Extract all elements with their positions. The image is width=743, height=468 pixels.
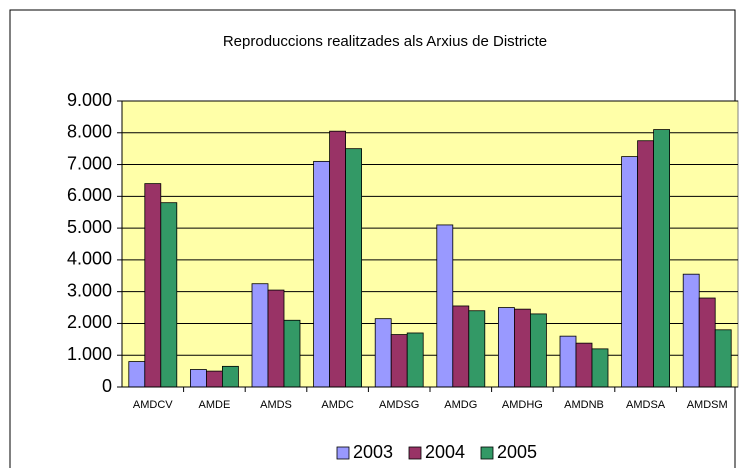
y-tick-label: 8.000: [67, 122, 112, 142]
bar: [559, 335, 577, 388]
x-tick-label: AMDCV: [133, 399, 173, 411]
bar: [329, 130, 347, 388]
bar: [390, 334, 408, 388]
y-tick-label: 7.000: [67, 153, 112, 173]
bar: [144, 183, 162, 388]
legend-label: 2003: [353, 442, 393, 462]
x-tick-label: AMDE: [199, 399, 231, 411]
x-tick-label: AMDNB: [564, 399, 604, 411]
x-tick-label: AMDS: [260, 399, 292, 411]
legend-swatch: [408, 446, 422, 460]
bar: [128, 361, 146, 388]
bar: [251, 283, 269, 388]
bar: [452, 305, 470, 388]
x-tick-label: AMDHG: [502, 399, 543, 411]
y-tick-label: 6.000: [67, 185, 112, 205]
bar: [653, 129, 670, 388]
legend-swatch: [480, 446, 494, 460]
bar: [468, 310, 486, 388]
y-tick-label: 9.000: [67, 90, 112, 110]
bar: [221, 365, 239, 388]
bar: [160, 202, 178, 388]
legend-swatch: [336, 446, 350, 460]
x-tick-label: AMDSM: [687, 399, 728, 411]
y-tick-label: 2.000: [67, 312, 112, 332]
y-tick-label: 1.000: [67, 344, 112, 364]
bar: [497, 307, 515, 388]
y-tick-label: 0: [102, 376, 112, 396]
bar: [406, 332, 424, 388]
legend-label: 2005: [497, 442, 537, 462]
bar: [205, 370, 223, 388]
x-tick-label: AMDG: [444, 399, 477, 411]
x-tick-label: AMDC: [321, 399, 353, 411]
bar: [514, 308, 531, 388]
y-tick-label: 4.000: [67, 249, 112, 269]
bar: [575, 342, 593, 388]
bar: [714, 329, 732, 388]
y-tick-label: 3.000: [67, 280, 112, 300]
bar: [283, 319, 301, 388]
bar: [591, 348, 609, 388]
y-tick-label: 5.000: [67, 217, 112, 237]
bar: [637, 140, 654, 388]
bar: [530, 313, 547, 388]
bar: [267, 289, 285, 388]
bar: [621, 156, 638, 388]
x-tick-label: AMDSG: [379, 399, 419, 411]
bar: [436, 224, 454, 388]
bar: [313, 160, 331, 388]
bar: [189, 369, 207, 388]
chart-title: Reproduccions realitzades als Arxius de …: [223, 33, 547, 50]
bar: [682, 273, 700, 388]
bar: [374, 318, 392, 388]
bar: [698, 297, 716, 388]
x-tick-label: AMDSA: [626, 399, 666, 411]
bar: [345, 148, 363, 388]
legend-label: 2004: [425, 442, 465, 462]
